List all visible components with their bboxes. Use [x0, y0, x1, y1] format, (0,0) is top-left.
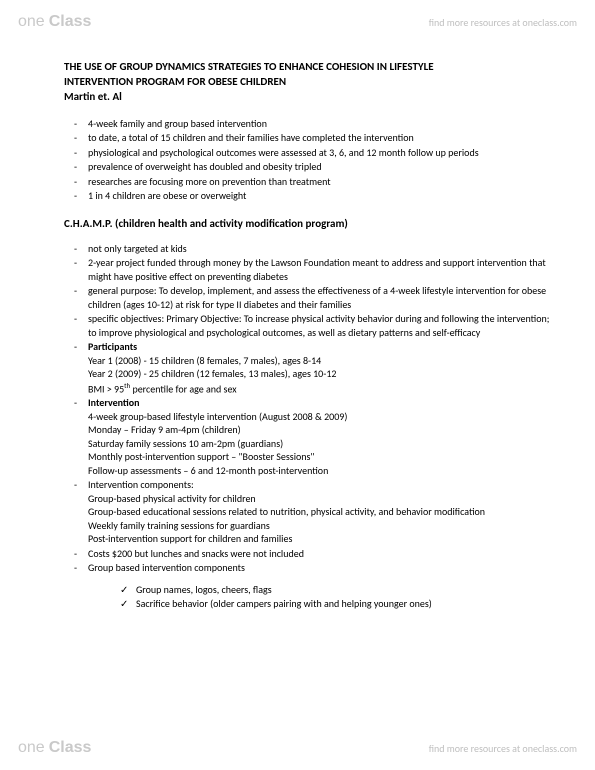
header-link[interactable]: find more resources at oneclass.com — [429, 16, 577, 29]
doc-title-line1: THE USE OF GROUP DYNAMICS STRATEGIES TO … — [64, 60, 555, 75]
list-item: Costs $200 but lunches and snacks were n… — [64, 547, 555, 561]
sub-line: Post-intervention support for children a… — [88, 532, 555, 546]
brand-class: Class — [49, 13, 92, 31]
footer-link[interactable]: find more resources at oneclass.com — [429, 742, 577, 755]
sub-line: Group-based physical activity for childr… — [88, 492, 555, 506]
list-item-text: Participants — [88, 340, 137, 353]
sub-line: Monthly post-intervention support – "Boo… — [88, 450, 555, 464]
check-item: Sacrifice behavior (older campers pairin… — [112, 597, 555, 611]
check-item: Group names, logos, cheers, flags — [112, 583, 555, 597]
list-item-text: general purpose: To develop, implement, … — [88, 284, 546, 311]
list-item: physiological and psychological outcomes… — [64, 146, 555, 160]
list-item-text: not only targeted at kids — [88, 242, 187, 255]
brand-one-footer: one — [18, 739, 45, 757]
list-item: 2-year project funded through money by t… — [64, 256, 555, 283]
list-item-text: 2-year project funded through money by t… — [88, 256, 546, 283]
list-item: to date, a total of 15 children and thei… — [64, 131, 555, 145]
list-item: 4-week family and group based interventi… — [64, 117, 555, 131]
sub-line: Year 2 (2009) - 25 children (12 females,… — [88, 367, 555, 381]
list-item: not only targeted at kids — [64, 242, 555, 256]
brand-one: one — [18, 13, 45, 31]
sub-line: Follow-up assessments – 6 and 12-month p… — [88, 464, 555, 478]
doc-author: Martin et. Al — [64, 90, 555, 105]
list-item: general purpose: To develop, implement, … — [64, 284, 555, 311]
list-item: ParticipantsYear 1 (2008) - 15 children … — [64, 340, 555, 395]
sub-line: 4-week group-based lifestyle interventio… — [88, 410, 555, 424]
sub-line: BMI > 95th percentile for age and sex — [88, 381, 555, 396]
list-item-text: specific objectives: Primary Objective: … — [88, 312, 549, 339]
list-item: 1 in 4 children are obese or overweight — [64, 189, 555, 203]
list-item: Intervention4-week group-based lifestyle… — [64, 396, 555, 477]
intro-list: 4-week family and group based interventi… — [64, 117, 555, 203]
brand-class-footer: Class — [49, 739, 92, 757]
doc-title-line2: INTERVENTION PROGRAM FOR OBESE CHILDREN — [64, 75, 555, 90]
brand-logo-footer: oneClass — [18, 739, 91, 757]
check-list: Group names, logos, cheers, flagsSacrifi… — [112, 583, 555, 611]
sub-line: Weekly family training sessions for guar… — [88, 519, 555, 533]
document-body: THE USE OF GROUP DYNAMICS STRATEGIES TO … — [64, 60, 555, 612]
sub-line: Monday – Friday 9 am-4pm (children) — [88, 423, 555, 437]
page-footer: oneClass find more resources at oneclass… — [0, 734, 595, 762]
list-item: researches are focusing more on preventi… — [64, 175, 555, 189]
list-item: Group based intervention components Group… — [64, 561, 555, 611]
champ-list: not only targeted at kids2-year project … — [64, 242, 555, 611]
section-heading: C.H.A.M.P. (children health and activity… — [64, 217, 555, 230]
list-item-text: Group based intervention components — [88, 561, 245, 574]
sub-line: Year 1 (2008) - 15 children (8 females, … — [88, 354, 555, 368]
brand-logo: oneClass — [18, 13, 91, 31]
list-item: Intervention components:Group-based phys… — [64, 478, 555, 546]
page-header: oneClass find more resources at oneclass… — [0, 8, 595, 36]
list-item-text: Intervention components: — [88, 478, 194, 491]
list-item: specific objectives: Primary Objective: … — [64, 312, 555, 339]
sub-line: Saturday family sessions 10 am-2pm (guar… — [88, 437, 555, 451]
list-item-text: Costs $200 but lunches and snacks were n… — [88, 547, 304, 560]
sub-line: Group-based educational sessions related… — [88, 505, 555, 519]
list-item-text: Intervention — [88, 396, 140, 409]
list-item: prevalence of overweight has doubled and… — [64, 160, 555, 174]
